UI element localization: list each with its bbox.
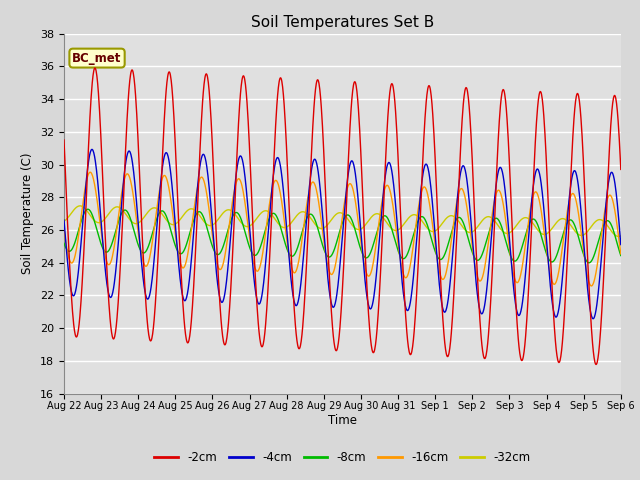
-32cm <box>502 230 509 236</box>
-4cm <box>551 313 559 319</box>
-8cm <box>585 260 593 266</box>
-4cm <box>589 316 596 322</box>
-32cm <box>551 222 559 228</box>
-4cm <box>429 208 437 214</box>
-8cm <box>429 242 437 248</box>
-16cm <box>246 241 254 247</box>
-16cm <box>588 283 595 289</box>
-16cm <box>617 251 625 257</box>
-8cm <box>617 252 625 258</box>
-4cm <box>502 195 509 201</box>
-8cm <box>84 206 92 212</box>
-16cm <box>60 227 68 232</box>
-32cm <box>184 207 192 213</box>
-16cm <box>502 219 509 225</box>
Legend: -2cm, -4cm, -8cm, -16cm, -32cm: -2cm, -4cm, -8cm, -16cm, -32cm <box>150 446 535 469</box>
-8cm <box>502 239 509 244</box>
-4cm <box>171 214 179 219</box>
-4cm <box>617 242 625 248</box>
Line: -2cm: -2cm <box>64 68 621 364</box>
-16cm <box>86 169 94 175</box>
-2cm <box>592 361 600 367</box>
-2cm <box>502 101 509 107</box>
-32cm <box>617 233 625 239</box>
-8cm <box>246 247 254 252</box>
-2cm <box>60 137 68 143</box>
-8cm <box>184 236 192 241</box>
-16cm <box>184 249 192 254</box>
-4cm <box>60 217 68 223</box>
-2cm <box>91 65 99 71</box>
-32cm <box>246 223 254 228</box>
-2cm <box>617 167 625 172</box>
Y-axis label: Soil Temperature (C): Soil Temperature (C) <box>22 153 35 275</box>
-16cm <box>429 227 437 233</box>
Line: -32cm: -32cm <box>64 206 621 237</box>
-4cm <box>88 146 96 152</box>
-2cm <box>184 340 192 346</box>
-16cm <box>551 281 559 287</box>
-8cm <box>60 240 68 246</box>
Line: -4cm: -4cm <box>64 149 621 319</box>
-8cm <box>171 241 179 247</box>
-32cm <box>60 218 68 224</box>
-4cm <box>246 237 254 242</box>
-2cm <box>171 129 179 134</box>
-2cm <box>246 167 254 173</box>
X-axis label: Time: Time <box>328 414 357 427</box>
Title: Soil Temperatures Set B: Soil Temperatures Set B <box>251 15 434 30</box>
Line: -8cm: -8cm <box>64 209 621 263</box>
Text: BC_met: BC_met <box>72 51 122 65</box>
-2cm <box>551 334 559 339</box>
-32cm <box>76 203 84 209</box>
-32cm <box>429 228 437 234</box>
-16cm <box>171 226 179 232</box>
-8cm <box>551 256 559 262</box>
Line: -16cm: -16cm <box>64 172 621 286</box>
-2cm <box>429 118 437 123</box>
-32cm <box>614 234 622 240</box>
-4cm <box>184 286 192 292</box>
-32cm <box>171 221 179 227</box>
